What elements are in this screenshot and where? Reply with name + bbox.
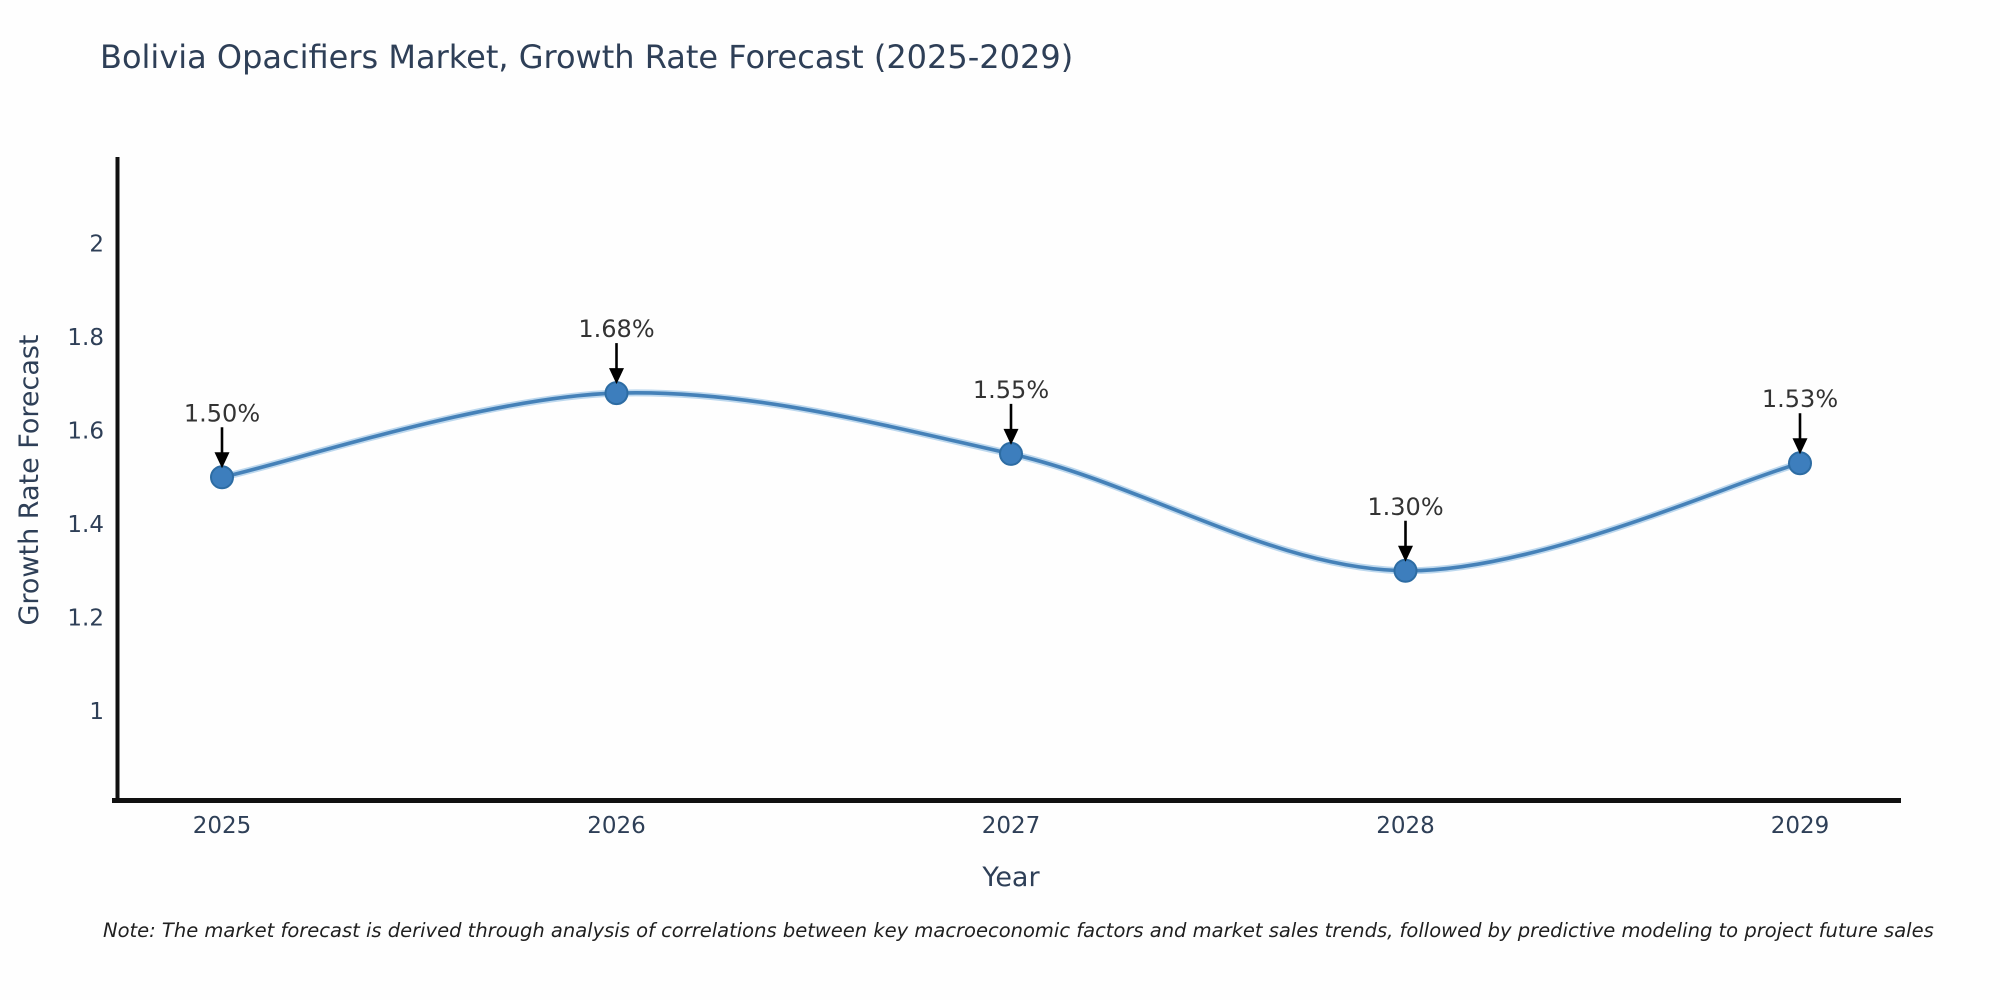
y-tick-label: 1.8	[67, 325, 104, 351]
annotation-arrow-head	[214, 452, 230, 469]
y-tick-label: 1.2	[67, 606, 104, 632]
data-point-marker	[1393, 558, 1418, 583]
chart-title: Bolivia Opacifiers Market, Growth Rate F…	[100, 38, 1074, 76]
x-tick-label: 2028	[1376, 813, 1435, 839]
x-tick-label: 2029	[1771, 813, 1830, 839]
x-tick-label: 2026	[587, 813, 646, 839]
annotation-arrow-head	[609, 368, 624, 385]
x-axis-title: Year	[981, 862, 1040, 893]
data-point-marker	[1788, 451, 1812, 476]
chart-footnote: Note: The market forecast is derived thr…	[103, 919, 1934, 942]
y-tick-label: 1.4	[67, 512, 104, 538]
data-point-marker	[999, 441, 1023, 466]
y-tick-label: 1.6	[67, 419, 104, 445]
data-point-label: 1.68%	[578, 315, 654, 343]
annotation-arrow-head	[1792, 438, 1808, 455]
data-point-label: 1.55%	[973, 376, 1049, 404]
x-tick-label: 2025	[193, 813, 252, 839]
y-tick-label: 2	[89, 232, 104, 258]
data-point-marker	[604, 381, 629, 406]
data-point-label: 1.50%	[184, 399, 260, 427]
data-point-label: 1.53%	[1762, 385, 1838, 413]
annotation-arrow-head	[1003, 428, 1019, 445]
data-point-label: 1.30%	[1367, 493, 1443, 521]
y-tick-label: 1	[89, 699, 104, 725]
x-tick-label: 2027	[982, 813, 1041, 839]
data-point-marker	[210, 465, 234, 490]
annotation-arrow-head	[1398, 545, 1413, 562]
y-axis-title: Growth Rate Forecast	[14, 334, 45, 625]
